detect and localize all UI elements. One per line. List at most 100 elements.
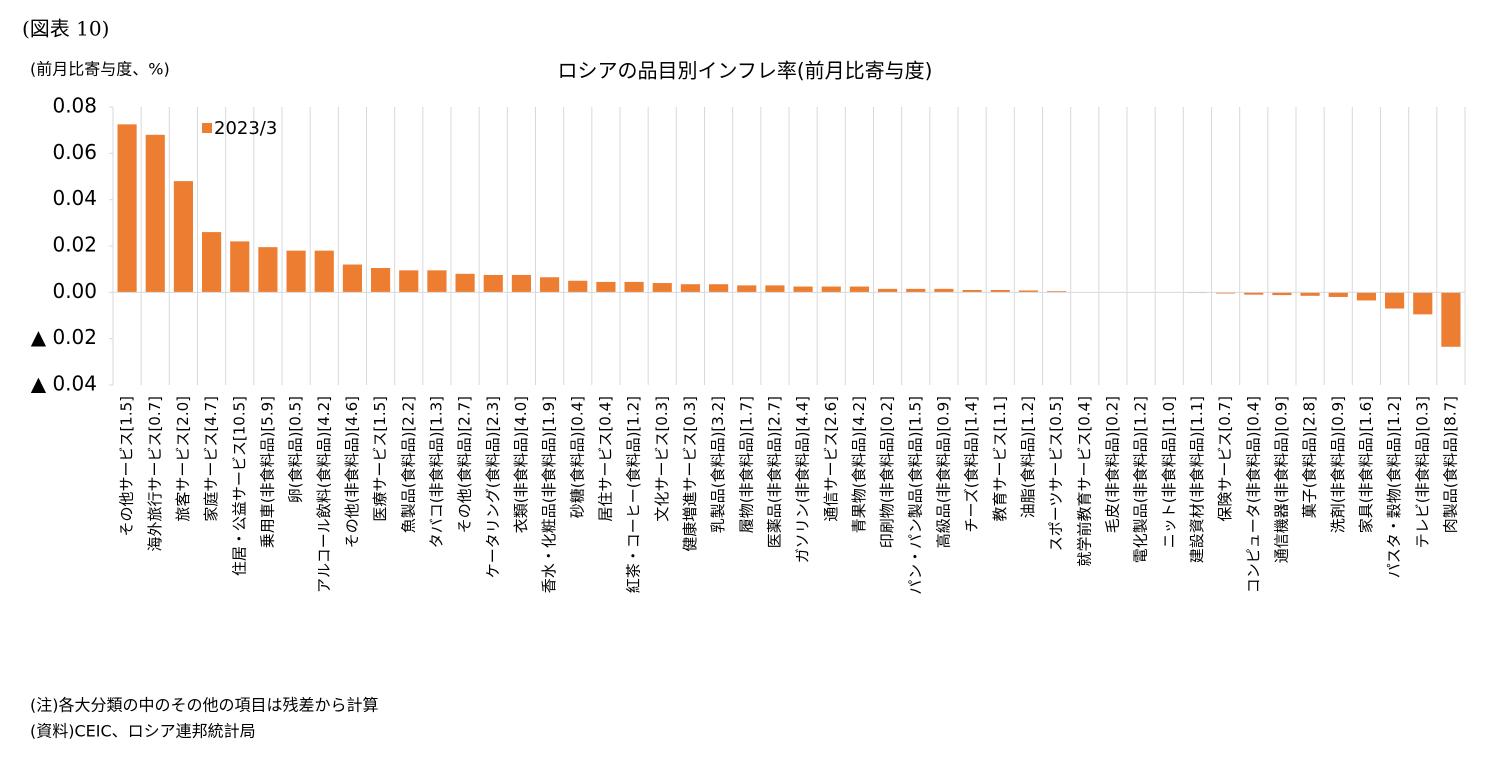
x-tick-label: 肉製品(食料品)[8.7] [1441, 396, 1459, 533]
x-tick-label: 通信サービス[2.6] [822, 396, 840, 522]
x-tick-label: 就学前教育サービス[0.4] [1075, 396, 1093, 567]
x-tick-label: 電化製品(非食料品)[1.2] [1132, 396, 1150, 563]
bar [1244, 292, 1264, 295]
bar [596, 281, 616, 293]
bar [934, 288, 954, 293]
x-tick-label: ケータリング(食料品)[2.3] [484, 396, 502, 578]
x-tick-label: 健康増進サービス[0.3] [681, 396, 699, 552]
bar [173, 181, 193, 293]
x-tick-label: 文化サービス[0.3] [653, 396, 671, 522]
bar [709, 284, 729, 293]
bar [1272, 292, 1292, 296]
bar [483, 274, 503, 293]
x-tick-label: 履物(非食料品)[1.7] [737, 396, 755, 533]
y-tick-label: 0.02 [52, 233, 97, 257]
x-tick-label: 印刷物(非食料品)[0.2] [878, 396, 896, 548]
y-axis-label: (前月比寄与度、%) [30, 60, 170, 79]
x-tick-label: 青果物(食料品)[4.2] [850, 396, 868, 533]
figure-label: (図表 10) [22, 17, 109, 41]
x-tick-label: 香水・化粧品(非食料品)[1.9] [540, 396, 558, 593]
x-tick-label: 紅茶・コーヒー(食料品)[1.2] [625, 396, 643, 593]
note: (資料)CEIC、ロシア連邦統計局 [30, 722, 256, 741]
legend-swatch [202, 123, 212, 133]
x-tick-label: 保険サービス[0.7] [1216, 396, 1234, 522]
bar [1356, 292, 1376, 301]
x-tick-label: 砂糖(食料品)[0.4] [568, 396, 586, 518]
y-tick-label: 0.06 [52, 140, 97, 164]
y-tick-label: 0.04 [52, 186, 97, 210]
bar [1216, 292, 1236, 294]
bar [906, 288, 926, 293]
x-tick-label: コンピュータ(非食料品)[0.4] [1244, 396, 1262, 593]
bar [821, 286, 841, 293]
y-tick-label: ▲ 0.02 [31, 325, 97, 349]
bar [652, 283, 672, 293]
x-tick-label: ガソリン(非食料品)[4.4] [794, 396, 812, 563]
x-tick-label: 医療サービス[1.5] [371, 396, 389, 522]
x-tick-label: 衣類(非食料品)[4.0] [512, 396, 530, 533]
bar [1018, 290, 1038, 293]
x-tick-label: 家庭サービス[4.7] [202, 396, 220, 522]
bar [793, 286, 813, 293]
x-tick-label: チーズ(食料品)[1.4] [963, 396, 981, 533]
bar [990, 290, 1010, 293]
x-tick-label: 家具(非食料品)[1.6] [1357, 396, 1375, 533]
x-tick-label: タバコ(非食料品)[1.3] [427, 396, 445, 548]
x-tick-label: 洗剤(非食料品)[0.9] [1329, 396, 1347, 533]
x-tick-label: 卵(食料品)[0.5] [287, 396, 305, 503]
x-tick-label: その他サービス[1.5] [118, 396, 136, 537]
y-tick-label: 0.00 [52, 279, 97, 303]
bar [568, 280, 588, 293]
y-tick-label: 0.08 [52, 94, 97, 118]
bar [1328, 292, 1348, 297]
x-tick-label: その他(非食料品)[4.6] [343, 396, 361, 548]
note: (注)各大分類の中のその他の項目は残差から計算 [30, 696, 379, 715]
x-tick-label: 海外旅行サービス[0.7] [146, 396, 164, 552]
x-tick-label: その他(食料品)[2.7] [456, 396, 474, 533]
bar [117, 124, 137, 293]
bar [371, 268, 391, 293]
x-tick-label: ニット(非食料品)[1.0] [1160, 396, 1178, 548]
legend-label: 2023/3 [214, 118, 277, 139]
bar [737, 285, 757, 293]
x-tick-label: 医薬品(非食料品)[2.7] [765, 396, 783, 548]
x-tick-label: 魚製品(食料品)[2.2] [399, 396, 417, 533]
bar [878, 288, 898, 293]
x-tick-label: 油脂(食料品)[1.2] [1019, 396, 1037, 518]
bar [399, 270, 419, 293]
x-tick-label: 通信機器(非食料品)[0.9] [1272, 396, 1290, 563]
bar [455, 273, 475, 293]
x-tick-label: 住居・公益サービス[10.5] [230, 396, 248, 576]
bar [540, 277, 560, 293]
bar [230, 241, 250, 293]
bar [427, 270, 447, 293]
x-tick-label: 菓子(食料品)[2.8] [1301, 396, 1319, 518]
chart-title: ロシアの品目別インフレ率(前月比寄与度) [557, 59, 932, 83]
bar [314, 250, 334, 293]
x-tick-label: パスタ・穀物(食料品)[1.2] [1385, 396, 1403, 578]
bar [765, 285, 785, 293]
bar [1300, 292, 1320, 296]
bar [511, 274, 531, 293]
bar [286, 250, 306, 293]
bar [342, 264, 362, 293]
bar [1441, 292, 1461, 347]
y-tick-label: ▲ 0.04 [31, 372, 97, 396]
bar [624, 281, 644, 293]
bar [145, 134, 165, 293]
x-tick-label: 乳製品(食料品)[3.2] [709, 396, 727, 533]
bar [962, 290, 982, 293]
bar [202, 232, 222, 293]
x-tick-label: 乗用車(非食料品)[5.9] [258, 396, 276, 548]
x-tick-label: 旅客サービス[2.0] [174, 396, 192, 522]
x-tick-label: アルコール飲料(食料品)[4.2] [315, 396, 333, 593]
x-tick-label: 毛皮(非食料品)[0.2] [1103, 396, 1121, 533]
x-tick-label: テレビ(非食料品)[0.3] [1413, 396, 1431, 548]
x-tick-label: 建設資材(非食料品)[1.1] [1188, 396, 1206, 563]
bar [1047, 291, 1067, 293]
x-tick-label: 高級品(非食料品)[0.9] [934, 396, 952, 548]
bar [1413, 292, 1433, 315]
bar [1385, 292, 1405, 309]
